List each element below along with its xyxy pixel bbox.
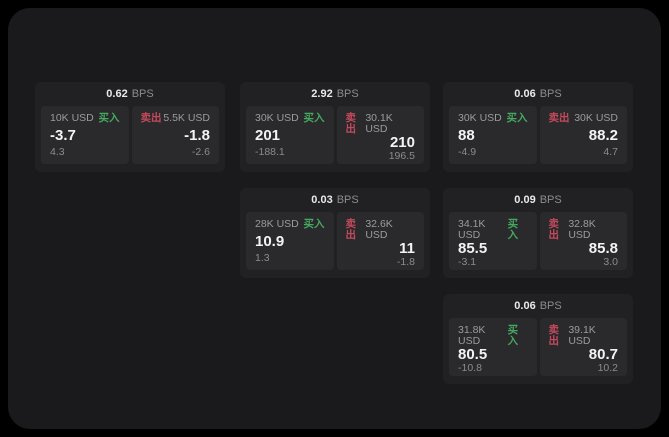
sell-label: 卖出: [548, 218, 560, 241]
bps-value: 0.62: [106, 88, 128, 100]
buy-quote-panel[interactable]: 30K USD 买入 88 -4.9: [449, 106, 537, 164]
buy-label: 买入: [507, 218, 519, 241]
quote-card: 0.09 BPS 34.1K USD 买入 85.5 -3.1 卖出 32.8K…: [443, 188, 633, 278]
buy-size: 28K USD: [255, 218, 299, 230]
buy-price: 10.9: [255, 232, 285, 250]
bps-spread-header: 0.09 BPS: [443, 188, 633, 212]
buy-size: 30K USD: [255, 112, 299, 124]
bps-value: 0.06: [514, 88, 536, 100]
sell-price: 11: [399, 240, 415, 257]
sell-label: 卖出: [345, 112, 357, 135]
bps-value: 0.06: [514, 300, 536, 312]
sell-delta: 196.5: [388, 150, 415, 162]
sell-delta: 3.0: [603, 256, 618, 268]
sell-quote-panel[interactable]: 卖出 39.1K USD 80.7 10.2: [539, 318, 627, 376]
sell-price: 85.8: [588, 240, 618, 257]
buy-price: -3.7: [50, 126, 76, 144]
buy-quote-panel[interactable]: 31.8K USD 买入 80.5 -10.8: [449, 318, 537, 376]
bps-unit-label: BPS: [336, 194, 359, 206]
sell-price: 210: [389, 134, 415, 151]
bps-unit-label: BPS: [539, 88, 562, 100]
sell-size: 32.8K USD: [568, 218, 596, 241]
sell-delta: -1.8: [396, 256, 415, 268]
bps-spread-header: 0.06 BPS: [443, 82, 633, 106]
buy-size: 31.8K USD: [458, 324, 486, 347]
bps-value: 0.03: [311, 194, 333, 206]
buy-delta: -10.8: [458, 362, 482, 374]
sell-delta: 4.7: [603, 146, 618, 158]
sell-quote-panel[interactable]: 卖出 30K USD 88.2 4.7: [539, 106, 627, 164]
sell-price: 80.7: [588, 346, 618, 363]
buy-delta: -4.9: [458, 146, 477, 158]
sell-size: 30K USD: [574, 112, 618, 124]
buy-label: 买入: [303, 112, 325, 124]
buy-quote-panel[interactable]: 10K USD 买入 -3.7 4.3: [41, 106, 129, 164]
quote-card: 2.92 BPS 30K USD 买入 201 -188.1 卖出 30.1K …: [240, 82, 430, 172]
sell-quote-panel[interactable]: 卖出 30.1K USD 210 196.5: [336, 106, 424, 164]
buy-quote-panel[interactable]: 28K USD 买入 10.9 1.3: [246, 212, 334, 270]
buy-size: 10K USD: [50, 112, 94, 124]
buy-delta: -188.1: [255, 146, 285, 158]
bps-spread-header: 0.03 BPS: [240, 188, 430, 212]
bps-spread-header: 0.06 BPS: [443, 294, 633, 318]
sell-label: 卖出: [548, 112, 570, 124]
buy-delta: 1.3: [255, 252, 270, 264]
bps-value: 0.09: [514, 194, 536, 206]
buy-quote-panel[interactable]: 34.1K USD 买入 85.5 -3.1: [449, 212, 537, 270]
bps-unit-label: BPS: [539, 194, 562, 206]
buy-price: 88: [458, 126, 475, 144]
sell-label: 卖出: [548, 324, 560, 347]
sell-size: 32.6K USD: [365, 218, 393, 241]
sell-size: 30.1K USD: [365, 112, 393, 135]
bps-spread-header: 2.92 BPS: [240, 82, 430, 106]
quote-card: 0.06 BPS 30K USD 买入 88 -4.9 卖出 30K USD: [443, 82, 633, 172]
bps-value: 2.92: [311, 88, 333, 100]
bps-spread-header: 0.62 BPS: [35, 82, 225, 106]
sell-quote-panel[interactable]: 卖出 5.5K USD -1.8 -2.6: [131, 106, 219, 164]
sell-delta: -2.6: [191, 146, 210, 158]
buy-label: 买入: [507, 324, 519, 347]
sell-quote-panel[interactable]: 卖出 32.8K USD 85.8 3.0: [539, 212, 627, 270]
buy-label: 买入: [303, 218, 325, 230]
sell-quote-panel[interactable]: 卖出 32.6K USD 11 -1.8: [336, 212, 424, 270]
quote-card: 0.06 BPS 31.8K USD 买入 80.5 -10.8 卖出 39.1…: [443, 294, 633, 384]
buy-price: 85.5: [458, 240, 488, 257]
buy-delta: 4.3: [50, 146, 65, 158]
buy-size: 34.1K USD: [458, 218, 486, 241]
buy-delta: -3.1: [458, 256, 477, 268]
quote-card: 0.62 BPS 10K USD 买入 -3.7 4.3 卖出 5.5K USD: [35, 82, 225, 172]
sell-size: 39.1K USD: [568, 324, 596, 347]
quote-card: 0.03 BPS 28K USD 买入 10.9 1.3 卖出 32.6K US…: [240, 188, 430, 278]
bps-unit-label: BPS: [539, 300, 562, 312]
quotes-panel: 0.62 BPS 10K USD 买入 -3.7 4.3 卖出 5.5K USD: [8, 8, 661, 429]
buy-label: 买入: [98, 112, 120, 124]
buy-label: 买入: [506, 112, 528, 124]
sell-price: 88.2: [588, 126, 618, 144]
sell-label: 卖出: [140, 112, 162, 124]
bps-unit-label: BPS: [336, 88, 359, 100]
buy-quote-panel[interactable]: 30K USD 买入 201 -188.1: [246, 106, 334, 164]
buy-price: 80.5: [458, 346, 488, 363]
buy-price: 201: [255, 126, 281, 144]
buy-size: 30K USD: [458, 112, 502, 124]
sell-delta: 10.2: [597, 362, 618, 374]
sell-size: 5.5K USD: [163, 112, 210, 124]
sell-price: -1.8: [184, 126, 210, 144]
bps-unit-label: BPS: [131, 88, 154, 100]
sell-label: 卖出: [345, 218, 357, 241]
